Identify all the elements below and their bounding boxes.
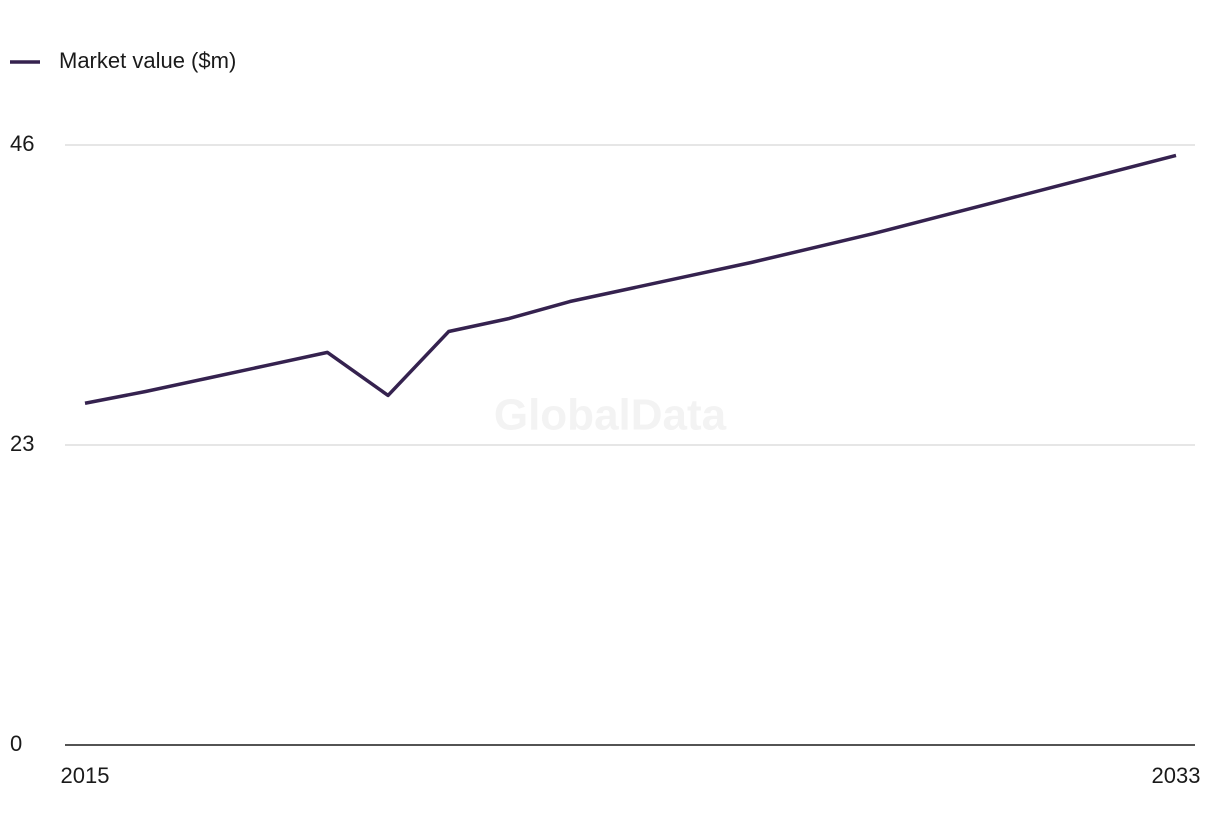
y-tick-label: 0 <box>10 731 22 756</box>
y-tick-label: 23 <box>10 431 34 456</box>
x-tick-label: 2033 <box>1152 763 1201 788</box>
legend-label: Market value ($m) <box>59 48 236 73</box>
data-line <box>84 153 1177 405</box>
x-tick-label: 2015 <box>61 763 110 788</box>
watermark: GlobalData <box>494 391 727 440</box>
y-tick-label: 46 <box>10 131 34 156</box>
